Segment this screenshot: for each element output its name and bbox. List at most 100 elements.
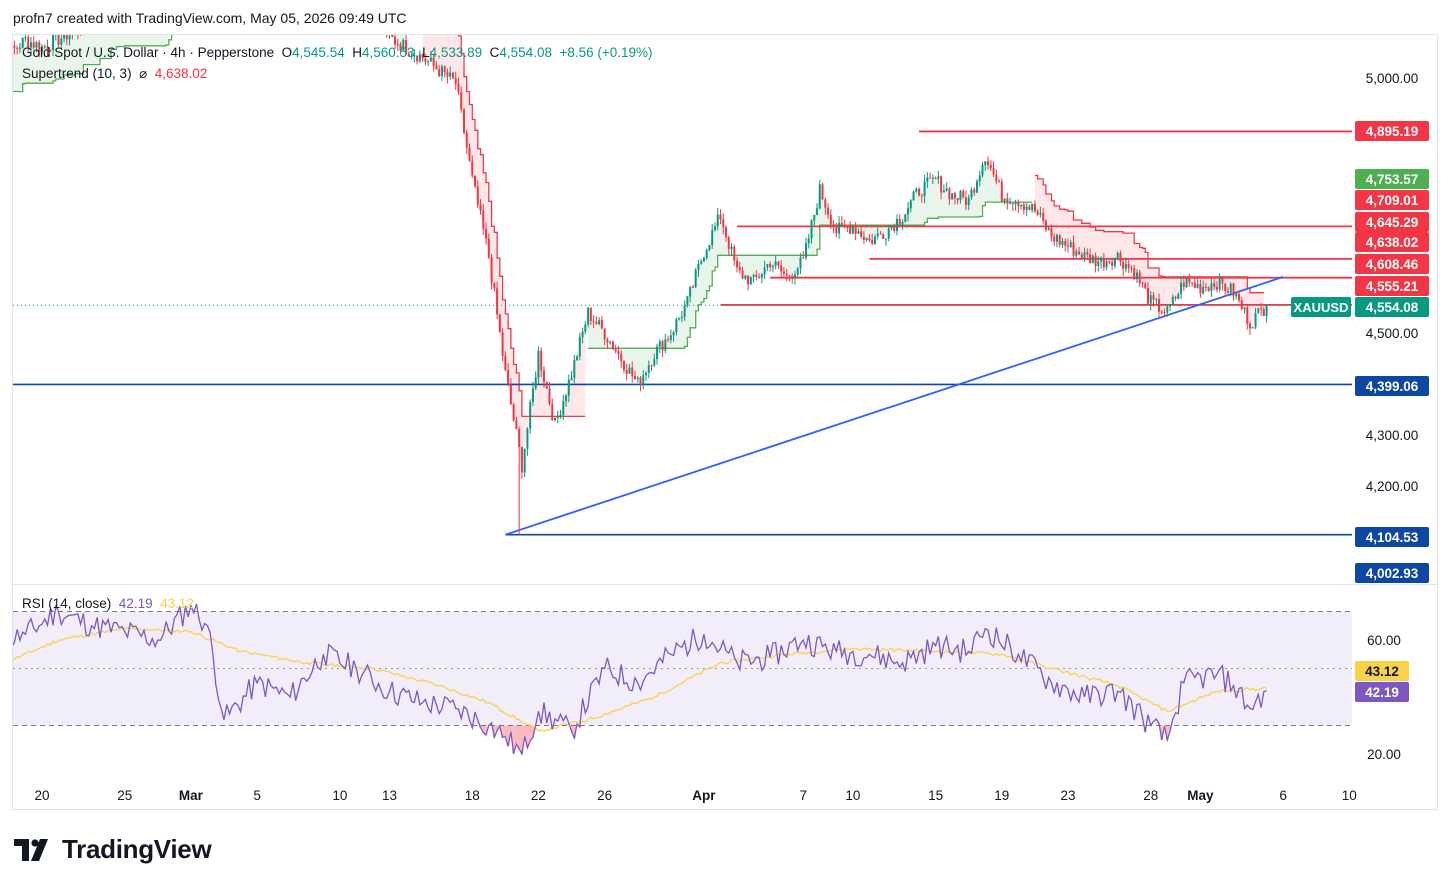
candle-body-408 [1116, 253, 1119, 259]
price-tag-2[interactable]: 4,709.01 [1355, 190, 1429, 210]
candle-body-447 [1224, 283, 1227, 291]
candle-body-398 [1089, 254, 1092, 263]
candle-body-338 [923, 181, 926, 197]
price-tag-1[interactable]: 4,753.57 [1355, 169, 1429, 189]
candle-body-202 [548, 388, 551, 404]
candle-body-36 [91, 21, 93, 27]
candle-body-314 [857, 231, 860, 234]
symbol-price-label[interactable]: XAUUSD [1291, 297, 1351, 317]
price-tag-7[interactable]: 4,554.08 [1355, 297, 1429, 317]
candle-body-366 [1000, 181, 1003, 202]
price-tag-4[interactable]: 4,638.02 [1355, 232, 1429, 252]
candle-body-404 [1105, 261, 1108, 268]
candle-body-63 [165, 0, 167, 6]
symbol-legend[interactable]: Gold Spot / U.S. Dollar · 4h · Peppersto… [22, 45, 653, 60]
candle-body-274 [747, 275, 750, 285]
candle-body-184 [498, 314, 501, 333]
candle-body-217 [589, 307, 592, 321]
candle-body-166 [449, 72, 452, 77]
price-tag-text: 4,645.29 [1366, 215, 1419, 230]
candle-body-61 [160, 10, 162, 14]
candle-body-208 [565, 395, 568, 401]
candle-body-285 [777, 261, 780, 266]
candle-body-165 [446, 72, 449, 77]
candle-body-14 [29, 42, 32, 48]
trendline[interactable] [505, 276, 1284, 536]
candle-body-218 [592, 320, 595, 322]
candle-body-57 [149, 14, 151, 18]
rsi-ma-tag[interactable]: 43.12 [1355, 661, 1409, 681]
candle-body-156 [421, 54, 424, 59]
candle-body-300 [818, 184, 821, 209]
candle-body-351 [959, 190, 962, 201]
candle-body-430 [1177, 293, 1180, 299]
candle-body-189 [512, 404, 515, 421]
candle-body-213 [578, 336, 581, 357]
candle-body-393 [1075, 251, 1078, 256]
candle-body-409 [1119, 253, 1122, 262]
candle-body-244 [664, 339, 667, 351]
candle-body-462 [1265, 305, 1268, 316]
candle-body-250 [680, 316, 683, 318]
candle-body-395 [1080, 254, 1083, 260]
candle-body-434 [1188, 278, 1191, 283]
rsi-value-tag[interactable]: 42.19 [1355, 682, 1409, 702]
rsi-pane [13, 603, 1352, 757]
candle-body-7 [11, 46, 13, 61]
supertrend-legend[interactable]: Supertrend (10, 3) ⌀ 4,638.02 [22, 66, 207, 82]
price-tag-10[interactable]: 4,002.93 [1355, 563, 1429, 583]
candle-body-281 [766, 263, 769, 268]
candle-body-436 [1193, 283, 1196, 288]
price-tag-text: 4,104.53 [1366, 530, 1419, 545]
candle-body-144 [389, 26, 391, 34]
tradingview-brand[interactable]: TradingView [14, 834, 212, 865]
price-tag-5[interactable]: 4,608.46 [1355, 254, 1429, 274]
change-value: +8.56 (+0.19%) [559, 45, 653, 60]
candle-body-159 [429, 57, 432, 62]
candle-body-387 [1058, 235, 1061, 245]
candle-body-446 [1221, 276, 1224, 284]
candle-body-47 [121, 5, 123, 7]
candle-body-344 [940, 176, 943, 193]
price-tag-text: 4,555.21 [1366, 279, 1419, 294]
candle-body-460 [1260, 308, 1263, 310]
candle-body-42 [107, 16, 109, 18]
supertrend-label[interactable]: Supertrend (10, 3) [22, 66, 132, 81]
candle-body-360 [984, 161, 987, 165]
candle-body-417 [1141, 283, 1144, 285]
candle-body-415 [1135, 272, 1138, 280]
candle-body-148 [399, 44, 402, 51]
candle-body-444 [1215, 286, 1218, 290]
candle-body-214 [581, 331, 584, 337]
candle-body-380 [1039, 213, 1042, 215]
author-line: profn7 created with TradingView.com, May… [13, 10, 407, 26]
candle-body-24 [57, 35, 60, 45]
candle-body-332 [907, 208, 910, 215]
candle-body-317 [865, 238, 868, 241]
candle-body-46 [118, 1, 120, 6]
candle-body-399 [1091, 255, 1094, 263]
price-tag-6[interactable]: 4,555.21 [1355, 276, 1429, 296]
rsi-tag-bg [1355, 682, 1409, 702]
candle-body-269 [733, 246, 736, 261]
price-tag-bg [1355, 297, 1429, 317]
price-tag-0[interactable]: 4,895.19 [1355, 121, 1429, 141]
price-tag-8[interactable]: 4,399.06 [1355, 376, 1429, 396]
candle-body-256 [697, 263, 700, 271]
price-tag-9[interactable]: 4,104.53 [1355, 527, 1429, 547]
candle-body-235 [639, 377, 642, 385]
candle-body-320 [873, 236, 876, 244]
symbol-title[interactable]: Gold Spot / U.S. Dollar · 4h · Peppersto… [22, 45, 275, 60]
candle-body-254 [691, 287, 694, 289]
price-tag-3[interactable]: 4,645.29 [1355, 212, 1429, 232]
candle-body-322 [879, 233, 882, 235]
rsi-legend[interactable]: RSI (14, close) 42.19 43.12 [22, 596, 194, 611]
candle-body-441 [1207, 287, 1210, 291]
candle-body-178 [482, 210, 485, 229]
candle-body-306 [835, 226, 838, 234]
rsi-oversold-fill [470, 725, 1172, 754]
candle-body-212 [576, 356, 579, 360]
rsi-label[interactable]: RSI (14, close) [22, 596, 112, 611]
candle-body-62 [162, 6, 164, 14]
